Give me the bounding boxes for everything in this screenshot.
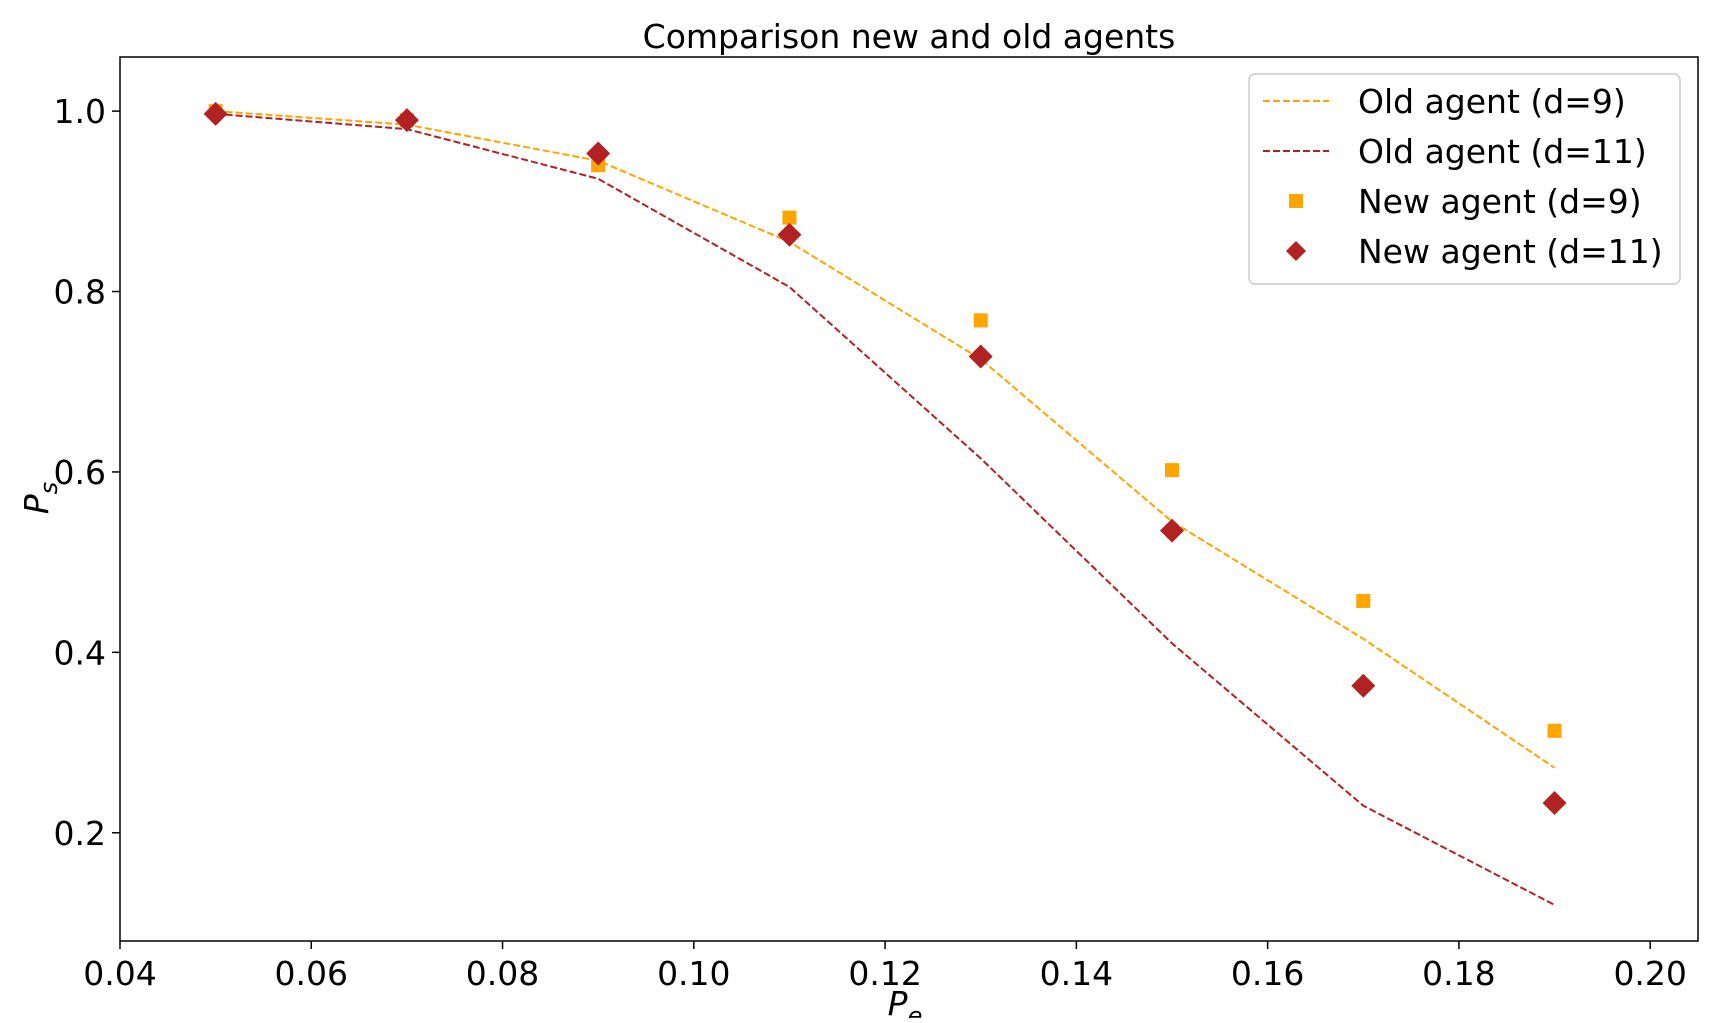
legend-square-swatch bbox=[1289, 194, 1303, 208]
legend-label: Old agent (d=9) bbox=[1358, 82, 1626, 121]
y-tick-label: 1.0 bbox=[54, 92, 106, 131]
x-tick-label: 0.20 bbox=[1613, 954, 1686, 993]
chart-title: Comparison new and old agents bbox=[643, 17, 1176, 56]
data-point-square bbox=[1547, 723, 1562, 738]
x-tick-label: 0.16 bbox=[1231, 954, 1304, 993]
y-axis-label: Ps bbox=[17, 482, 63, 514]
series-line bbox=[215, 112, 1556, 906]
data-point-diamond bbox=[777, 222, 802, 247]
data-point-diamond bbox=[1351, 673, 1376, 698]
legend-label: New agent (d=11) bbox=[1358, 232, 1663, 271]
y-tick-label: 0.2 bbox=[54, 814, 106, 853]
x-tick-label: 0.14 bbox=[1040, 954, 1113, 993]
x-axis-ticks: 0.04 0.06 0.08 0.10 0.12 0.14 0.16 0.18 0.20 bbox=[83, 941, 1687, 993]
y-axis-label-sub: s bbox=[35, 482, 63, 495]
x-axis-label-sub: e bbox=[908, 1002, 923, 1018]
series-4 bbox=[203, 101, 1567, 815]
data-point-square bbox=[1165, 463, 1179, 478]
x-tick-label: 0.06 bbox=[275, 954, 348, 993]
y-tick-label: 0.8 bbox=[54, 273, 106, 312]
legend-label: Old agent (d=11) bbox=[1358, 132, 1647, 171]
x-tick-label: 0.12 bbox=[848, 954, 921, 993]
legend-label: New agent (d=9) bbox=[1358, 182, 1642, 221]
y-axis-ticks: 0.2 0.4 0.6 0.8 1.0 bbox=[54, 92, 120, 853]
legend-item: Old agent (d=11) bbox=[1263, 132, 1647, 171]
data-point-diamond bbox=[586, 141, 611, 166]
series-1 bbox=[215, 110, 1556, 769]
data-point-diamond bbox=[203, 101, 228, 126]
x-tick-label: 0.18 bbox=[1422, 954, 1495, 993]
data-point-diamond bbox=[394, 108, 419, 133]
data-point-diamond bbox=[968, 344, 993, 369]
legend-box bbox=[1248, 73, 1681, 285]
data-point-square bbox=[973, 313, 988, 328]
legend-diamond-swatch bbox=[1286, 241, 1306, 261]
x-axis-label-main: P bbox=[888, 984, 908, 1018]
data-point-diamond bbox=[1160, 518, 1184, 543]
x-tick-label: 0.04 bbox=[83, 954, 156, 993]
x-tick-label: 0.08 bbox=[466, 954, 539, 993]
data-point-square bbox=[1356, 593, 1371, 608]
legend-item: Old agent (d=9) bbox=[1263, 82, 1626, 121]
y-axis-label-main: P bbox=[17, 494, 56, 514]
series-2 bbox=[215, 112, 1556, 906]
x-tick-label: 0.10 bbox=[657, 954, 730, 993]
legend-item: New agent (d=11) bbox=[1286, 232, 1663, 271]
series-line bbox=[215, 110, 1556, 769]
data-point-square bbox=[782, 210, 797, 225]
y-tick-label: 0.6 bbox=[54, 453, 106, 492]
y-tick-label: 0.4 bbox=[54, 633, 106, 672]
plot-layer bbox=[203, 101, 1567, 906]
legend: Old agent (d=9) Old agent (d=11) New agent… bbox=[1248, 73, 1681, 285]
data-point-diamond bbox=[1542, 790, 1567, 815]
legend-item: New agent (d=9) bbox=[1289, 182, 1642, 221]
legend-items: Old agent (d=9) Old agent (d=11) New agent… bbox=[1263, 82, 1663, 271]
plot-frame bbox=[119, 56, 1699, 942]
